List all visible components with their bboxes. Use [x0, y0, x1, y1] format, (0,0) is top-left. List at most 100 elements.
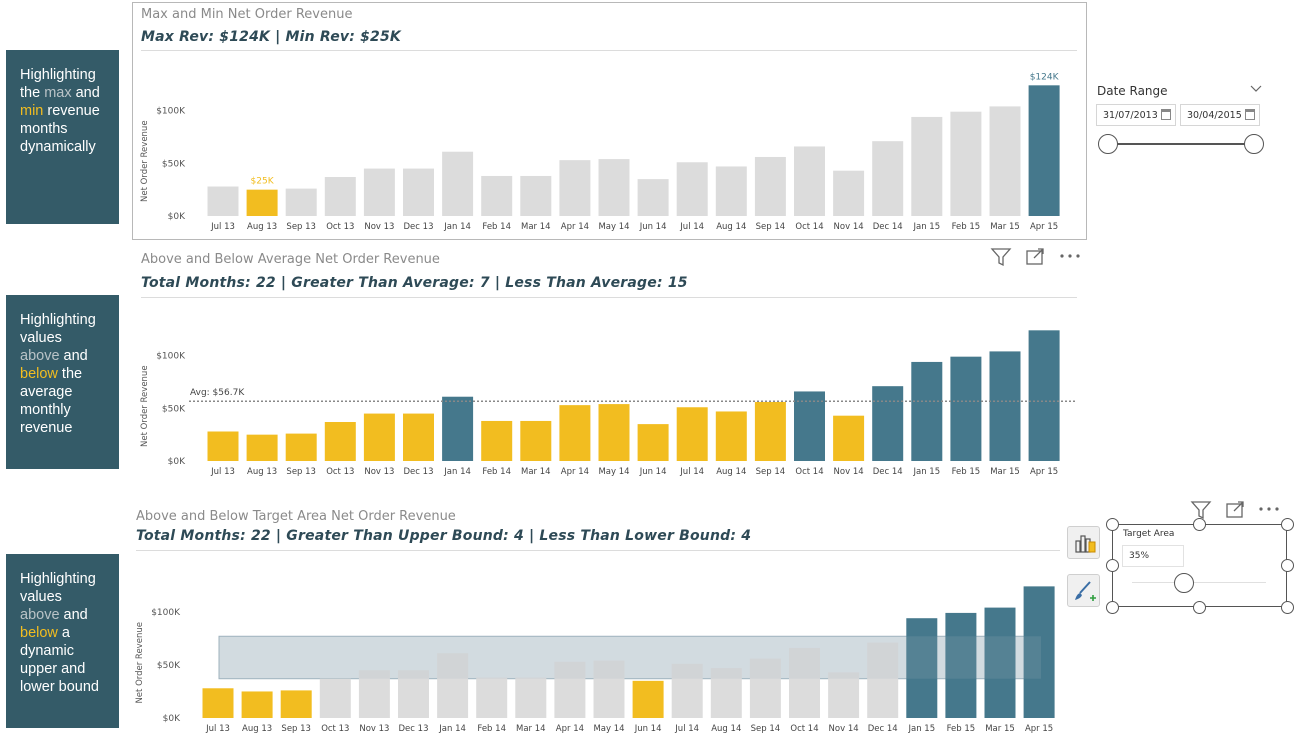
focus-mode-icon[interactable]: [1025, 247, 1045, 267]
slider-start-handle[interactable]: [1098, 134, 1118, 154]
filter-icon[interactable]: [1190, 500, 1212, 520]
x-tick-label: Apr 14: [561, 222, 589, 232]
bar: [363, 168, 395, 216]
bar: [358, 670, 390, 718]
highlight-word: below: [20, 625, 58, 641]
bar: [637, 179, 669, 216]
bar: [202, 688, 234, 718]
x-tick-label: May 14: [598, 222, 629, 232]
more-options-icon[interactable]: [1059, 252, 1081, 260]
x-tick-label: May 14: [598, 467, 629, 477]
x-tick-label: Dec 14: [873, 222, 903, 232]
max-min-chart-frame: [132, 2, 1087, 240]
bar: [437, 653, 469, 718]
resize-handle[interactable]: [1281, 601, 1294, 614]
bar: [715, 166, 747, 216]
x-tick-label: Nov 13: [364, 467, 394, 477]
x-tick-label: Jun 14: [639, 467, 667, 477]
bar: [715, 411, 747, 461]
calendar-icon[interactable]: [1161, 109, 1171, 120]
end-date-input[interactable]: 30/04/2015: [1180, 104, 1260, 126]
resize-handle[interactable]: [1193, 601, 1206, 614]
target-slider-handle[interactable]: [1174, 573, 1194, 593]
end-date-value: 30/04/2015: [1187, 110, 1242, 121]
bar: [989, 351, 1021, 461]
y-tick-label: $100K: [156, 352, 186, 362]
chart-title: Max and Min Net Order Revenue: [141, 7, 353, 22]
resize-handle[interactable]: [1106, 559, 1119, 572]
x-tick-label: Feb 15: [952, 222, 981, 232]
bar: [515, 677, 547, 718]
x-tick-label: Jul 14: [679, 222, 704, 232]
x-tick-label: Jul 13: [210, 222, 235, 232]
more-options-icon[interactable]: [1258, 505, 1280, 513]
resize-handle[interactable]: [1193, 518, 1206, 531]
x-tick-label: Aug 14: [716, 467, 746, 477]
y-axis-title: Net Order Revenue: [140, 365, 150, 447]
x-tick-label: Feb 14: [477, 724, 506, 734]
bar: [1028, 330, 1060, 461]
data-label: $25K: [251, 177, 275, 187]
chart-subtitle: Total Months: 22 | Greater Than Upper Bo…: [136, 528, 752, 544]
bar: [911, 361, 943, 461]
panel-text-segment: a dynamic upper and lower bound: [20, 625, 99, 695]
resize-handle[interactable]: [1281, 518, 1294, 531]
target-area-title: Target Area: [1123, 529, 1175, 539]
bar: [319, 678, 351, 718]
y-tick-label: $0K: [163, 714, 181, 724]
x-tick-label: Sep 14: [756, 467, 786, 477]
bar: [363, 413, 395, 461]
slider-end-handle[interactable]: [1244, 134, 1264, 154]
filter-icon[interactable]: [990, 247, 1012, 267]
x-tick-label: Jun 14: [639, 222, 667, 232]
bar: [945, 612, 977, 718]
x-tick-label: Jul 14: [674, 724, 699, 734]
bar: [1023, 586, 1055, 718]
bar: [676, 407, 708, 461]
bar: [950, 111, 982, 216]
chart-divider: [141, 297, 1077, 298]
focus-mode-icon[interactable]: [1225, 500, 1245, 520]
x-tick-label: Oct 14: [795, 222, 823, 232]
x-tick-label: Apr 14: [561, 467, 589, 477]
format-visual-button[interactable]: [1067, 574, 1100, 607]
start-date-input[interactable]: 31/07/2013: [1096, 104, 1176, 126]
x-tick-label: Mar 15: [990, 467, 1020, 477]
x-tick-label: Aug 13: [247, 467, 277, 477]
x-tick-label: Aug 14: [716, 222, 746, 232]
resize-handle[interactable]: [1281, 559, 1294, 572]
target-slider-track[interactable]: [1132, 582, 1266, 583]
chevron-down-icon[interactable]: [1250, 85, 1262, 93]
date-range-slicer: Date Range 31/07/2013 30/04/2015: [1096, 82, 1268, 158]
target-area-input[interactable]: 35%: [1122, 545, 1184, 567]
bar: [911, 116, 943, 216]
description-panel-max-min: Highlighting the max and min revenue mon…: [6, 50, 119, 224]
bar: [442, 396, 474, 461]
bar: [833, 415, 865, 461]
panel-text-segment: and: [59, 348, 88, 364]
chart-title: Above and Below Average Net Order Revenu…: [141, 252, 440, 267]
x-tick-label: Aug 14: [711, 724, 741, 734]
x-tick-label: Sep 14: [756, 222, 786, 232]
calendar-icon[interactable]: [1245, 109, 1255, 120]
bar: [794, 146, 825, 216]
bar: [246, 189, 278, 216]
bar: [520, 420, 552, 461]
bar: [207, 431, 239, 461]
x-tick-label: Nov 13: [359, 724, 389, 734]
resize-handle[interactable]: [1106, 601, 1119, 614]
x-tick-label: Dec 13: [399, 724, 429, 734]
slider-track[interactable]: [1108, 143, 1254, 145]
bar: [559, 405, 591, 461]
x-tick-label: Jul 13: [205, 724, 230, 734]
highlight-word: above: [20, 607, 60, 623]
bar: [749, 658, 781, 718]
bar: [632, 680, 664, 718]
x-tick-label: Dec 13: [404, 222, 434, 232]
build-visual-button[interactable]: [1067, 526, 1100, 559]
resize-handle[interactable]: [1106, 518, 1119, 531]
bar: [598, 159, 630, 216]
x-tick-label: Dec 13: [404, 467, 434, 477]
x-tick-label: Nov 14: [834, 467, 864, 477]
chart-title: Above and Below Target Area Net Order Re…: [136, 509, 456, 524]
